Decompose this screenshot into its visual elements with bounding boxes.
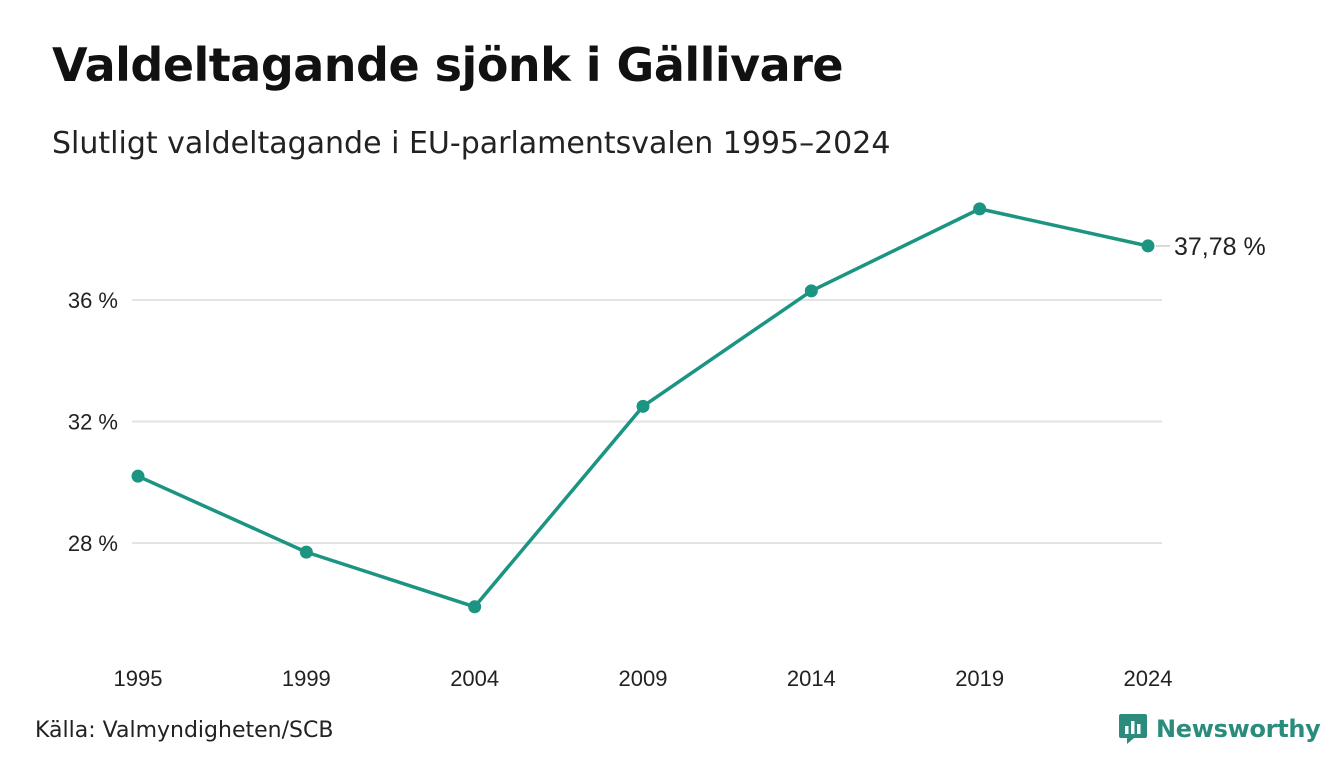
data-point: [973, 202, 987, 216]
y-tick-label: 32 %: [68, 410, 118, 435]
data-point: [1141, 239, 1155, 253]
x-tick-label: 2019: [955, 666, 1004, 691]
data-point: [131, 469, 145, 483]
y-tick-label: 36 %: [68, 288, 118, 313]
end-value-label: 37,78 %: [1174, 233, 1266, 261]
x-tick-label: 2009: [619, 666, 668, 691]
data-point: [299, 545, 313, 559]
data-labels: 37,78 %: [1156, 233, 1266, 261]
x-tick-label: 1999: [282, 666, 331, 691]
source-note: Källa: Valmyndigheten/SCB: [35, 718, 334, 743]
x-tick-label: 2004: [450, 666, 499, 691]
y-axis-ticks: 28 % 32 % 36 %: [68, 288, 118, 556]
brand-logo: Newsworthy: [1118, 712, 1321, 746]
data-point: [636, 399, 650, 413]
gridlines: [132, 299, 1162, 544]
data-point: [804, 284, 818, 298]
x-tick-label: 1995: [114, 666, 163, 691]
y-tick-label: 28 %: [68, 531, 118, 556]
x-tick-label: 2024: [1124, 666, 1173, 691]
x-tick-label: 2014: [787, 666, 836, 691]
chart-title: Valdeltagande sjönk i Gällivare: [52, 38, 844, 92]
series: [131, 202, 1155, 614]
x-axis-ticks: 1995 1999 2004 2009 2014 2019 2024: [114, 666, 1173, 691]
newsworthy-icon: [1119, 714, 1147, 744]
data-point: [468, 600, 482, 614]
brand-name: Newsworthy: [1156, 715, 1321, 743]
chart-subtitle: Slutligt valdeltagande i EU-parlamentsva…: [52, 126, 891, 161]
